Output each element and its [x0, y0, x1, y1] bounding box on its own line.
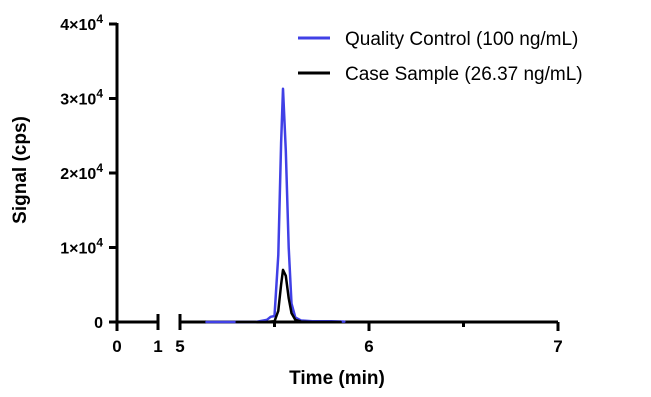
legend-label: Case Sample (26.37 ng/mL) [345, 64, 583, 85]
x-tick-label: 6 [364, 337, 373, 356]
plot-area [205, 87, 346, 324]
y-axis-title: Signal (cps) [10, 116, 31, 224]
legend: Quality Control (100 ng/mL) Case Sample (… [298, 29, 583, 85]
series-line-2 [235, 268, 342, 324]
series-line-1 [205, 87, 346, 324]
y-tick-label: 4×104 [60, 12, 103, 34]
y-tick-label: 0 [94, 315, 103, 332]
x-tick-label: 5 [175, 337, 184, 356]
y-tick-label: 3×104 [60, 87, 103, 109]
x-tick-label: 7 [553, 337, 562, 356]
x-axis-title: Time (min) [289, 368, 385, 389]
x-tick-label: 0 [112, 337, 121, 356]
legend-label: Quality Control (100 ng/mL) [345, 29, 578, 50]
y-tick-label: 1×104 [60, 236, 103, 258]
y-tick-label: 2×104 [60, 161, 103, 183]
x-tick-label: 1 [153, 337, 162, 356]
